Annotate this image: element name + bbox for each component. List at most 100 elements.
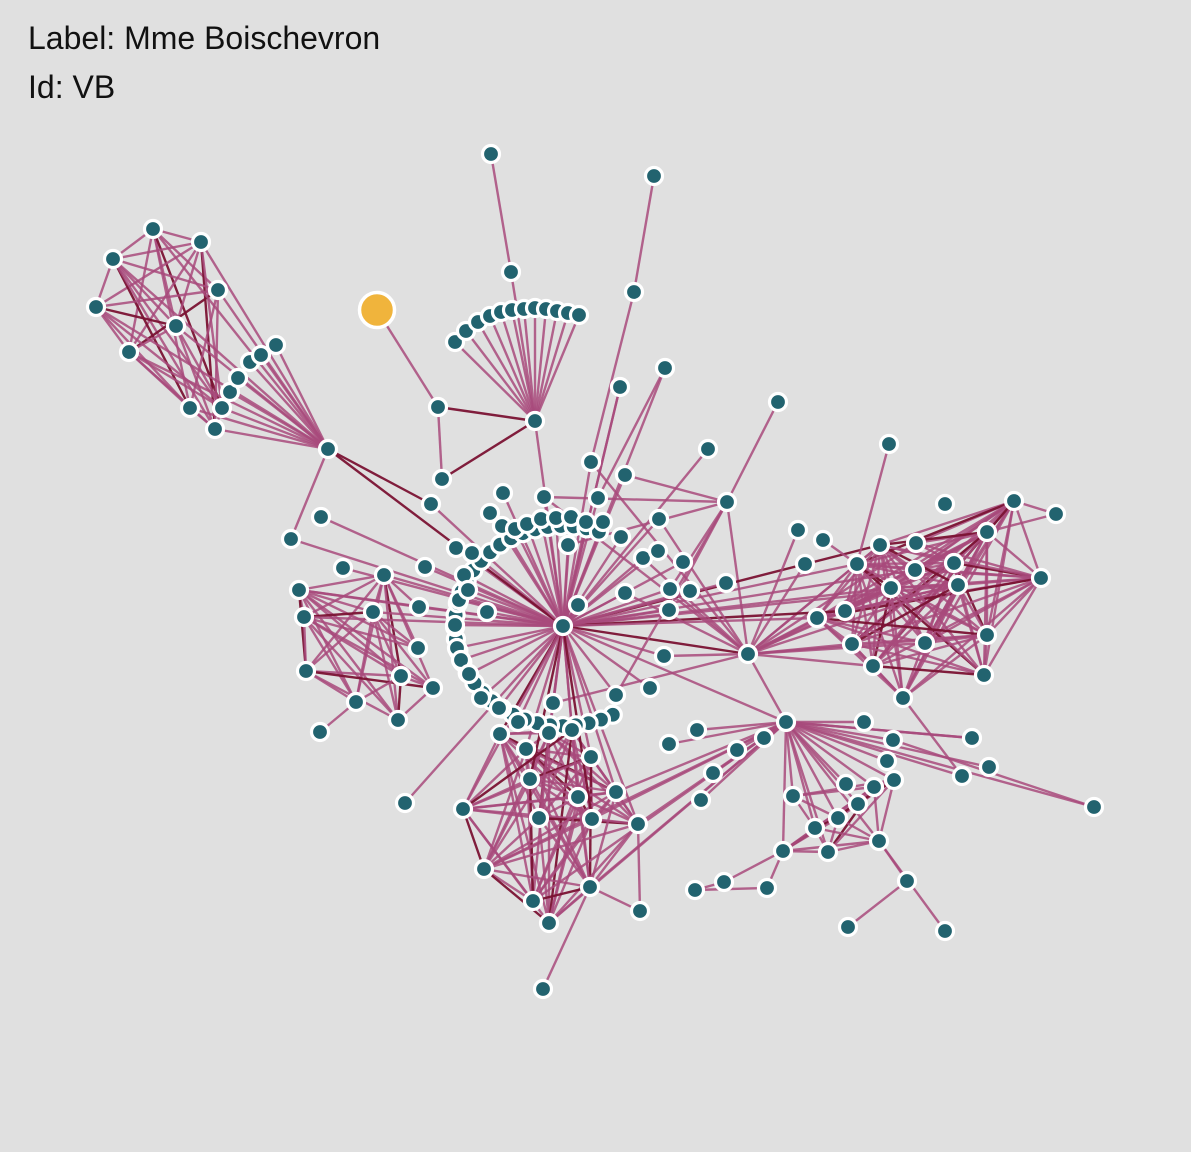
graph-node[interactable] (211, 397, 233, 419)
graph-node[interactable] (317, 438, 339, 460)
graph-node[interactable] (892, 687, 914, 709)
graph-node[interactable] (841, 633, 863, 655)
graph-node[interactable] (458, 663, 480, 685)
graph-node[interactable] (653, 645, 675, 667)
graph-node[interactable] (659, 578, 681, 600)
graph-node[interactable] (480, 143, 502, 165)
graph-node[interactable] (610, 526, 632, 548)
graph-node[interactable] (614, 582, 636, 604)
graph-node[interactable] (951, 765, 973, 787)
graph-node[interactable] (868, 830, 890, 852)
graph-node[interactable] (782, 785, 804, 807)
graph-node[interactable] (605, 781, 627, 803)
graph-node[interactable] (737, 643, 759, 665)
graph-node[interactable] (414, 556, 436, 578)
graph-node[interactable] (492, 482, 514, 504)
graph-node[interactable] (690, 789, 712, 811)
graph-node[interactable] (658, 733, 680, 755)
graph-node[interactable] (686, 719, 708, 741)
graph-node[interactable] (533, 486, 555, 508)
graph-node[interactable] (905, 532, 927, 554)
graph-node[interactable] (575, 511, 597, 533)
graph-node[interactable] (190, 231, 212, 253)
graph-node[interactable] (806, 607, 828, 629)
graph-node[interactable] (580, 746, 602, 768)
graph-node[interactable] (524, 410, 546, 432)
graph-node[interactable] (500, 261, 522, 283)
graph-node[interactable] (880, 577, 902, 599)
graph-node[interactable] (362, 601, 384, 623)
graph-node[interactable] (427, 396, 449, 418)
graph-node[interactable] (654, 357, 676, 379)
graph-node[interactable] (489, 723, 511, 745)
graph-node[interactable] (605, 684, 627, 706)
graph-node[interactable] (973, 664, 995, 686)
graph-node[interactable] (567, 594, 589, 616)
graph-node[interactable] (713, 871, 735, 893)
graph-node[interactable] (837, 916, 859, 938)
graph-node[interactable] (647, 540, 669, 562)
graph-node[interactable] (444, 614, 466, 636)
graph-node[interactable] (227, 367, 249, 389)
graph-node[interactable] (639, 677, 661, 699)
graph-node[interactable] (716, 491, 738, 513)
graph-node[interactable] (250, 344, 272, 366)
graph-node[interactable] (332, 557, 354, 579)
graph-node[interactable] (827, 807, 849, 829)
graph-node[interactable] (532, 978, 554, 1000)
graph-node[interactable] (431, 468, 453, 490)
graph-node[interactable] (461, 542, 483, 564)
graph-node[interactable] (457, 579, 479, 601)
graph-node[interactable] (629, 900, 651, 922)
graph-node[interactable] (204, 418, 226, 440)
graph-node[interactable] (643, 165, 665, 187)
graph-node[interactable] (507, 711, 529, 733)
graph-node[interactable] (934, 920, 956, 942)
graph-node[interactable] (293, 606, 315, 628)
graph-node[interactable] (207, 279, 229, 301)
selected-graph-node[interactable] (357, 290, 397, 330)
graph-node[interactable] (882, 729, 904, 751)
graph-node[interactable] (672, 551, 694, 573)
graph-node[interactable] (488, 697, 510, 719)
graph-node[interactable] (538, 912, 560, 934)
graph-node[interactable] (390, 665, 412, 687)
graph-node[interactable] (878, 433, 900, 455)
graph-node[interactable] (775, 711, 797, 733)
graph-node[interactable] (592, 511, 614, 533)
graph-node[interactable] (309, 721, 331, 743)
graph-node[interactable] (812, 529, 834, 551)
graph-node[interactable] (834, 600, 856, 622)
graph-node[interactable] (862, 655, 884, 677)
graph-node[interactable] (561, 719, 583, 741)
graph-node[interactable] (767, 391, 789, 413)
graph-node[interactable] (422, 677, 444, 699)
graph-node[interactable] (552, 615, 574, 637)
graph-node[interactable] (753, 727, 775, 749)
graph-node[interactable] (557, 534, 579, 556)
graph-node[interactable] (976, 624, 998, 646)
graph-node[interactable] (373, 564, 395, 586)
graph-node[interactable] (85, 296, 107, 318)
graph-node[interactable] (1045, 503, 1067, 525)
graph-node[interactable] (614, 464, 636, 486)
graph-node[interactable] (863, 776, 885, 798)
graph-node[interactable] (961, 727, 983, 749)
graph-node[interactable] (345, 691, 367, 713)
graph-node[interactable] (702, 762, 724, 784)
graph-node[interactable] (869, 534, 891, 556)
graph-node[interactable] (847, 793, 869, 815)
graph-node[interactable] (978, 756, 1000, 778)
graph-node[interactable] (265, 334, 287, 356)
graph-node[interactable] (542, 692, 564, 714)
graph-node[interactable] (295, 660, 317, 682)
graph-node[interactable] (470, 687, 492, 709)
graph-node[interactable] (452, 798, 474, 820)
graph-node[interactable] (581, 808, 603, 830)
graph-node[interactable] (623, 281, 645, 303)
graph-node[interactable] (883, 769, 905, 791)
graph-node[interactable] (943, 552, 965, 574)
graph-node[interactable] (280, 528, 302, 550)
graph-node[interactable] (679, 580, 701, 602)
graph-node[interactable] (876, 750, 898, 772)
